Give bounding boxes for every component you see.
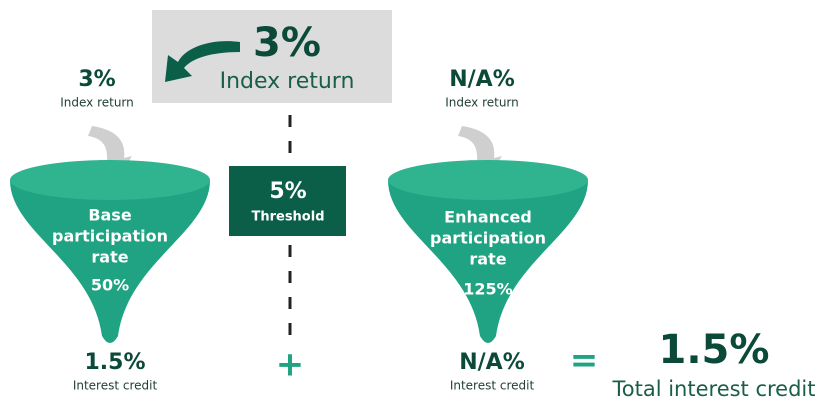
right-input-value: N/A%: [449, 67, 515, 92]
funnel: [10, 180, 210, 343]
right-input-label: Index return: [445, 96, 519, 110]
equals-sign: =: [570, 341, 599, 381]
funnel-text: rate: [469, 250, 506, 269]
curved-arrow: [165, 41, 240, 82]
funnel-text: Enhanced: [444, 208, 532, 227]
funnel-rim: [10, 160, 210, 200]
funnel-rate: 125%: [463, 280, 512, 299]
funnel-text: participation: [430, 229, 546, 248]
left-input-label: Index return: [60, 96, 134, 110]
funnel-text: rate: [91, 248, 128, 267]
funnel-rate: 50%: [91, 276, 129, 295]
threshold-label: Threshold: [251, 210, 324, 225]
threshold-box: [229, 166, 346, 236]
right-credit-label: Interest credit: [450, 379, 535, 393]
threshold-value: 5%: [269, 179, 306, 204]
funnel-rim: [388, 160, 588, 200]
top-value: 3%: [253, 20, 321, 66]
left-credit-value: 1.5%: [84, 350, 145, 375]
funnel-text: Base: [88, 206, 132, 225]
plus-sign: +: [276, 345, 305, 385]
left-credit-label: Interest credit: [73, 379, 158, 393]
left-input-value: 3%: [78, 67, 115, 92]
total-value: 1.5%: [659, 327, 770, 373]
funnel-text: participation: [52, 227, 168, 246]
right-credit-value: N/A%: [459, 350, 525, 375]
top-label: Index return: [220, 69, 355, 94]
total-label: Total interest credit: [612, 377, 816, 401]
funnel: [388, 180, 588, 343]
